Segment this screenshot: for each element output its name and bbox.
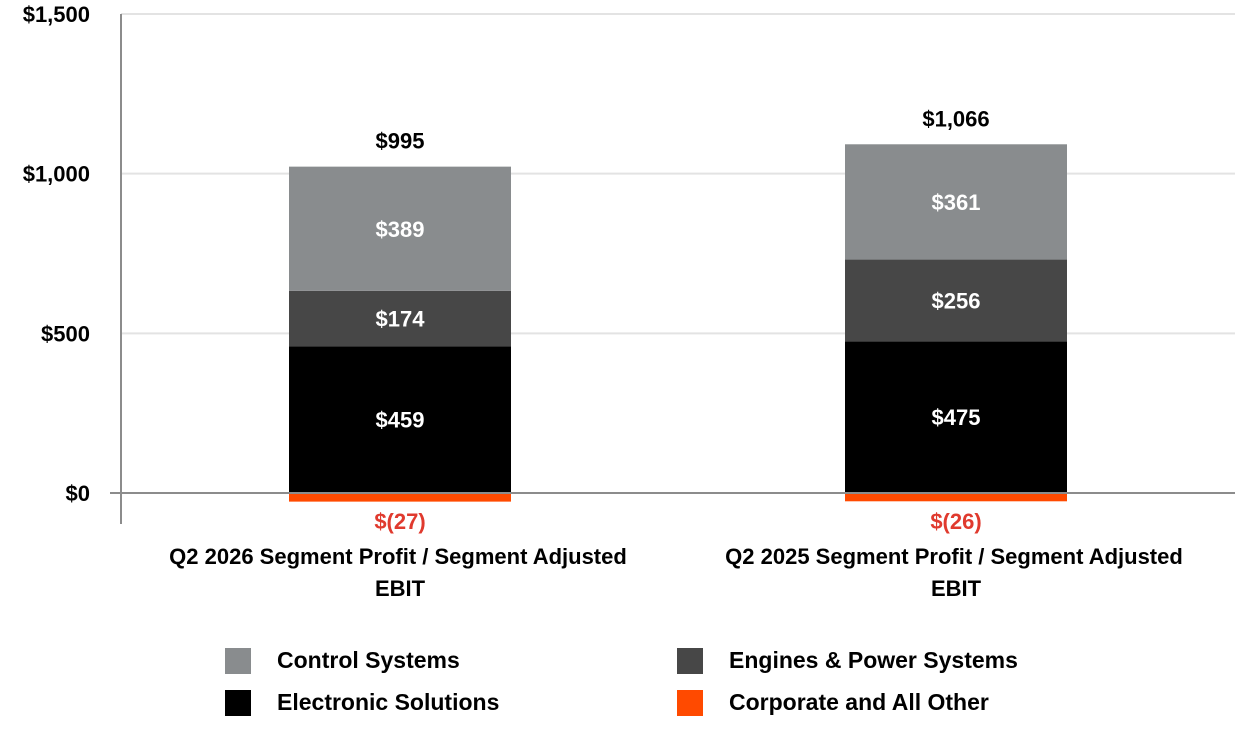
legend-item-engines-power-systems: Engines & Power Systems: [677, 647, 1018, 674]
legend-swatch-electronic-solutions: [225, 689, 251, 716]
legend-swatch-engines-power-systems: [677, 647, 703, 674]
data-label-corporate-and-all-other: $(27): [374, 509, 425, 534]
legend-label-electronic-solutions: Electronic Solutions: [277, 689, 500, 715]
y-tick-label: $500: [41, 321, 90, 346]
bar-segment-corporate-and-all-other: [289, 493, 511, 502]
data-label-electronic-solutions: $475: [932, 405, 981, 430]
category-label: EBIT: [375, 576, 426, 601]
total-label: $995: [376, 129, 425, 154]
data-label-control-systems: $361: [932, 190, 981, 215]
bar-segment-electronic-solutions: [845, 341, 1067, 493]
bar-segment-control-systems: [845, 144, 1067, 260]
data-label-electronic-solutions: $459: [376, 408, 425, 433]
legend-label-corporate-and-all-other: Corporate and All Other: [729, 689, 989, 715]
y-tick-label: $1,000: [23, 162, 90, 187]
data-label-control-systems: $389: [376, 217, 425, 242]
legend-swatch-corporate-and-all-other: [677, 689, 703, 716]
y-tick-label: $0: [66, 481, 90, 506]
stacked-bar-chart: $0 $500 $1,000 $1,500 $459 $174 $389 $(27) $995 Q…: [23, 2, 1235, 601]
bar-segment-corporate-and-all-other: [845, 493, 1067, 502]
legend-item-electronic-solutions: Electronic Solutions: [225, 689, 499, 716]
category-label: Q2 2025 Segment Profit / Segment Adjuste…: [725, 544, 1183, 569]
total-label: $1,066: [922, 106, 989, 131]
bar-segment-engines-power-systems: [845, 259, 1067, 342]
legend-label-control-systems: Control Systems: [277, 647, 460, 673]
legend-item-control-systems: Control Systems: [225, 647, 460, 674]
data-label-engines-power-systems: $174: [376, 307, 426, 332]
bar-segment-electronic-solutions: [289, 346, 511, 493]
legend-item-corporate-and-all-other: Corporate and All Other: [677, 689, 989, 716]
data-label-engines-power-systems: $256: [932, 288, 981, 313]
legend-label-engines-power-systems: Engines & Power Systems: [729, 647, 1018, 673]
y-tick-label: $1,500: [23, 2, 90, 27]
bar-segment-control-systems: [289, 166, 511, 291]
bar-segment-engines-power-systems: [289, 290, 511, 347]
legend-swatch-control-systems: [225, 647, 251, 674]
category-label: EBIT: [931, 576, 982, 601]
data-label-corporate-and-all-other: $(26): [930, 509, 981, 534]
category-label: Q2 2026 Segment Profit / Segment Adjuste…: [169, 544, 627, 569]
